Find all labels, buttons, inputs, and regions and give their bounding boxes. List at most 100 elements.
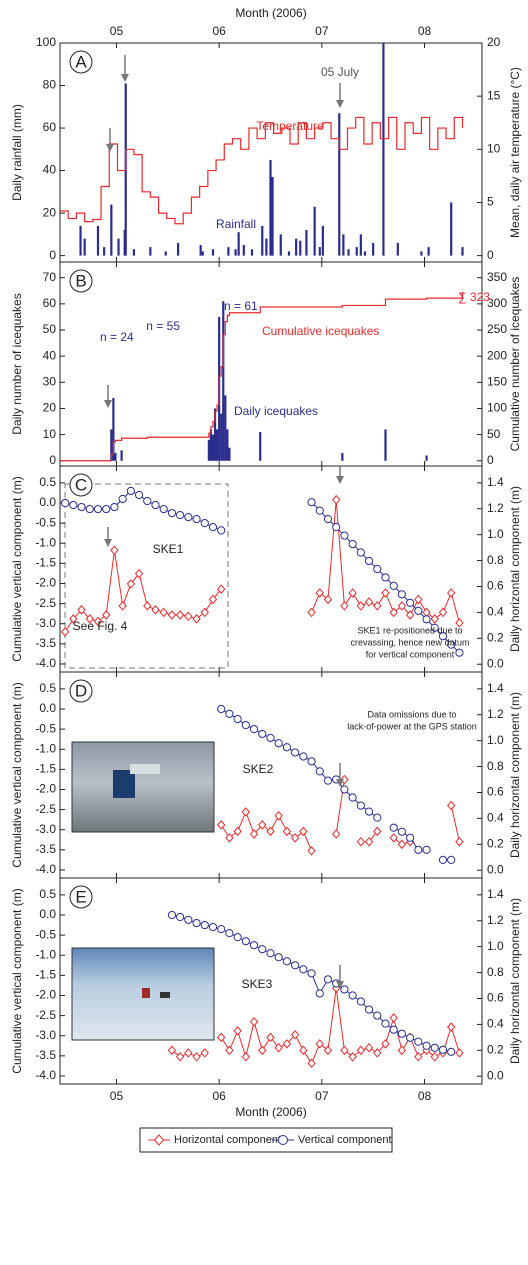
circle-marker	[323, 515, 333, 524]
circle-marker	[184, 915, 193, 924]
bar	[363, 251, 367, 256]
circle-marker	[110, 502, 119, 512]
circle-marker	[61, 498, 70, 508]
bar	[269, 159, 272, 256]
annotation: SKE2	[243, 762, 274, 776]
diamond-marker	[455, 836, 464, 847]
circle-marker	[315, 506, 324, 515]
circle-marker	[274, 953, 283, 962]
bar	[211, 434, 215, 461]
legend-label: Horizontal component	[174, 1134, 281, 1146]
diamond-marker	[126, 579, 136, 589]
y2-tick-label: 0.0	[487, 862, 504, 876]
annotation: ∑ 323	[458, 290, 490, 304]
y-tick-label: -4.0	[35, 1068, 56, 1082]
circle-marker	[364, 1005, 374, 1014]
diamond-marker	[217, 1032, 226, 1043]
circle-marker	[348, 539, 357, 549]
bar	[209, 429, 213, 461]
diamond-marker	[332, 829, 341, 839]
diamond-marker	[299, 826, 308, 837]
circle-marker	[291, 961, 300, 970]
dashed-box	[64, 483, 229, 669]
y-tick-label: 0	[49, 453, 56, 467]
circle-marker	[364, 807, 374, 816]
y-tick-label: -0.5	[35, 927, 56, 941]
photo-detail	[130, 764, 160, 774]
bar	[384, 429, 387, 461]
circle-marker	[258, 945, 267, 954]
circle-marker	[200, 519, 209, 528]
x-tick-label-top: 07	[315, 24, 329, 38]
circle-marker	[176, 912, 185, 922]
diamond-marker	[274, 1042, 283, 1053]
circle-marker	[315, 767, 324, 776]
annotation: n = 24	[100, 330, 134, 344]
diamond-marker	[233, 1026, 242, 1036]
bar	[211, 249, 215, 256]
x-tick-label: 07	[315, 1089, 329, 1103]
y2-tick-label: 1.2	[487, 707, 504, 721]
diamond-marker	[323, 594, 333, 605]
annotation: n = 61	[224, 299, 258, 313]
annotation: Daily icequakes	[234, 404, 318, 418]
y-tick-label: -1.0	[35, 947, 56, 961]
x-axis-label: Month (2006)	[235, 1105, 306, 1119]
circle-marker	[233, 714, 242, 724]
circle-marker	[373, 1011, 382, 1020]
y2-tick-label: 0.0	[487, 1068, 504, 1082]
diamond-marker	[274, 811, 283, 821]
diamond-marker	[69, 614, 78, 624]
series-line	[64, 499, 460, 633]
bar	[201, 251, 204, 256]
annotation: 05 July	[321, 65, 359, 79]
circle-marker	[282, 957, 292, 966]
diamond-marker	[414, 1052, 423, 1062]
y-tick-label: -2.5	[35, 802, 56, 816]
circle-marker	[102, 504, 111, 514]
bar	[215, 429, 219, 461]
diamond-marker	[241, 1052, 251, 1062]
diamond-marker	[373, 601, 382, 611]
diamond-marker	[85, 614, 94, 624]
circle-marker	[340, 531, 349, 540]
diamond-marker	[200, 607, 209, 618]
circle-marker	[422, 845, 431, 854]
y2-tick-label: 50	[487, 427, 501, 441]
bar	[226, 429, 229, 461]
panel-label-circle	[69, 473, 93, 497]
x-tick-label-top: 08	[418, 24, 432, 38]
circle-marker	[430, 623, 439, 632]
y2-tick-label: 1.0	[487, 733, 504, 747]
circle-marker	[266, 733, 275, 743]
y-tick-label: -0.5	[35, 721, 56, 735]
circle-marker	[167, 910, 177, 920]
bar	[461, 247, 464, 256]
circle-marker	[282, 743, 292, 752]
circle-marker	[291, 748, 300, 757]
y-tick-label: 30	[43, 374, 57, 388]
diamond-marker	[159, 607, 168, 618]
y-tick-label: 10	[43, 427, 57, 441]
bar	[237, 232, 240, 256]
y2-tick-label: 0.8	[487, 965, 504, 979]
circle-marker	[406, 833, 415, 842]
circle-marker	[397, 827, 407, 836]
circle-marker	[167, 508, 177, 518]
circle-marker	[381, 1019, 390, 1028]
circle-marker	[200, 920, 209, 930]
bar	[242, 244, 245, 256]
circle-marker	[225, 929, 234, 938]
diamond-marker	[110, 545, 119, 555]
bar	[250, 249, 254, 256]
panel-label: B	[75, 271, 86, 290]
arrow-head	[336, 779, 344, 787]
diamond-marker	[455, 1048, 464, 1058]
diamond-marker	[175, 1052, 185, 1062]
circle-marker	[69, 500, 78, 510]
circle-marker	[389, 823, 398, 832]
diamond-marker	[397, 839, 407, 850]
circle-marker	[340, 785, 349, 794]
circle-marker	[151, 500, 160, 510]
bar	[79, 225, 82, 256]
